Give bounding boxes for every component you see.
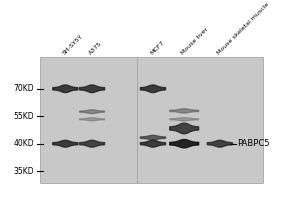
Polygon shape bbox=[80, 110, 105, 114]
Polygon shape bbox=[170, 109, 199, 113]
Polygon shape bbox=[140, 135, 166, 140]
Polygon shape bbox=[80, 140, 105, 147]
Bar bbox=[40, 57, 263, 183]
Text: SH-SY5Y: SH-SY5Y bbox=[62, 33, 84, 55]
Polygon shape bbox=[170, 118, 199, 121]
Text: PABPC5: PABPC5 bbox=[237, 139, 270, 148]
Polygon shape bbox=[140, 140, 166, 147]
Text: Mouse liver: Mouse liver bbox=[181, 26, 210, 55]
Polygon shape bbox=[140, 85, 166, 93]
Text: MCF7: MCF7 bbox=[149, 39, 165, 55]
Polygon shape bbox=[53, 140, 78, 147]
Polygon shape bbox=[170, 123, 199, 134]
Text: 40KD: 40KD bbox=[14, 139, 34, 148]
Polygon shape bbox=[207, 140, 232, 147]
Polygon shape bbox=[80, 85, 105, 93]
Text: Mouse skeletal muscle: Mouse skeletal muscle bbox=[216, 1, 270, 55]
Polygon shape bbox=[53, 85, 78, 93]
Text: 55KD: 55KD bbox=[14, 112, 34, 121]
Text: A375: A375 bbox=[88, 40, 104, 55]
Text: 35KD: 35KD bbox=[14, 167, 34, 176]
Polygon shape bbox=[80, 118, 105, 121]
Polygon shape bbox=[170, 140, 199, 148]
Text: 70KD: 70KD bbox=[14, 84, 34, 93]
